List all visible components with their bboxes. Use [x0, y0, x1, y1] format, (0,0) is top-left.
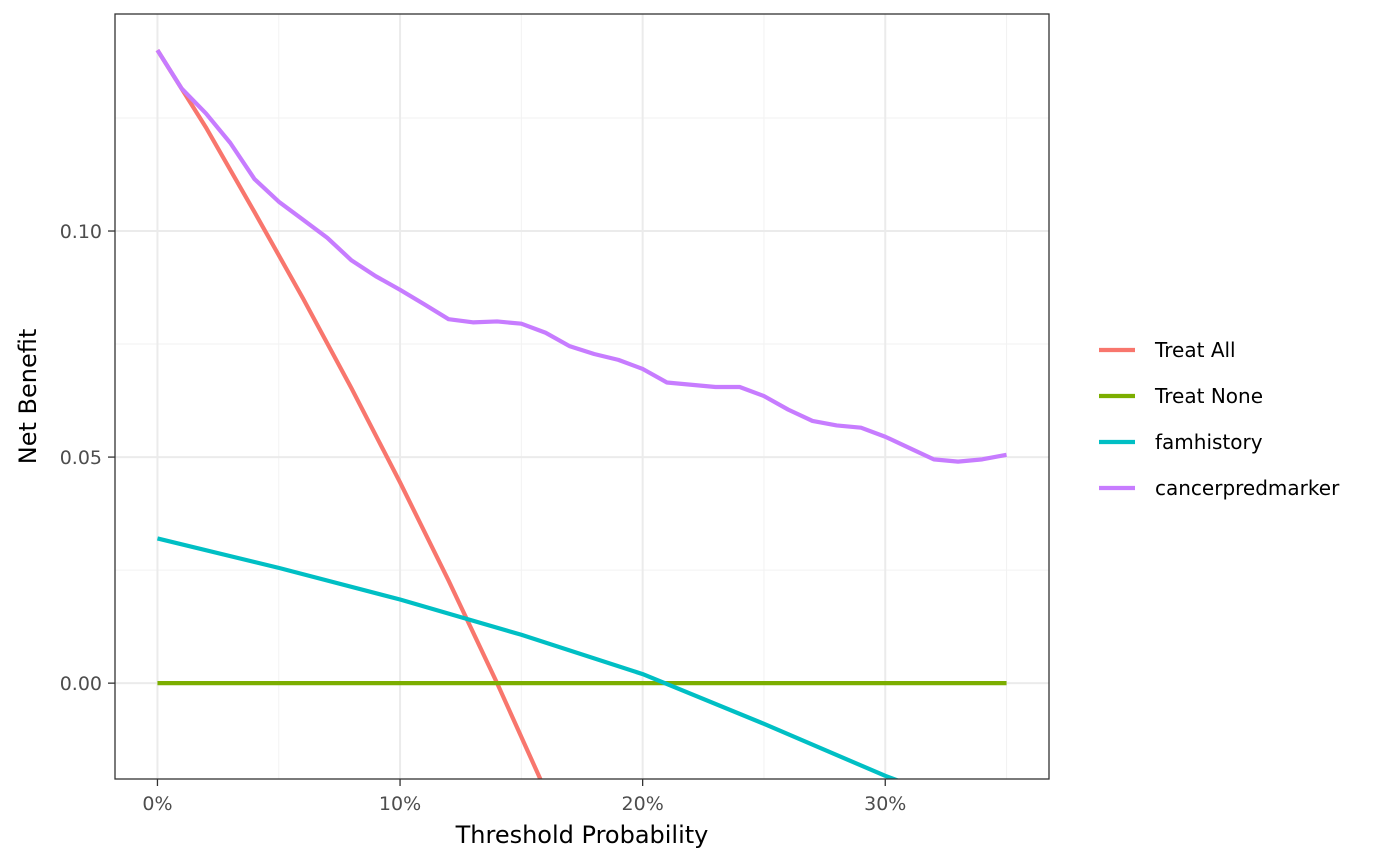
- series-line-famhistory: [156, 536, 900, 779]
- series-line-treat-all: [155, 49, 543, 779]
- legend-label-treat-none: Treat None: [1154, 384, 1263, 408]
- x-tick-label: 30%: [864, 793, 906, 815]
- legend: Treat All Treat None famhistory cancerpredm…: [1099, 338, 1340, 500]
- x-axis: 0% 10% 20% 30%: [142, 779, 906, 815]
- y-axis-title: Net Benefit: [14, 329, 42, 465]
- series-line-cancerpredmarker: [155, 49, 1007, 464]
- panel-border: [114, 13, 1050, 780]
- y-axis: 0.00 0.05 0.10: [60, 221, 115, 695]
- y-tick-label: 0.00: [60, 673, 102, 695]
- x-tick-label: 10%: [379, 793, 421, 815]
- y-tick-label: 0.05: [60, 447, 102, 469]
- legend-label-cancerpredmarker: cancerpredmarker: [1155, 476, 1340, 500]
- series-lines: [155, 49, 1007, 779]
- x-axis-title: Threshold Probability: [455, 821, 709, 849]
- y-tick-label: 0.10: [60, 221, 102, 243]
- legend-label-famhistory: famhistory: [1155, 430, 1263, 454]
- legend-label-treat-all: Treat All: [1154, 338, 1236, 362]
- x-tick-label: 20%: [622, 793, 664, 815]
- x-tick-label: 0%: [142, 793, 172, 815]
